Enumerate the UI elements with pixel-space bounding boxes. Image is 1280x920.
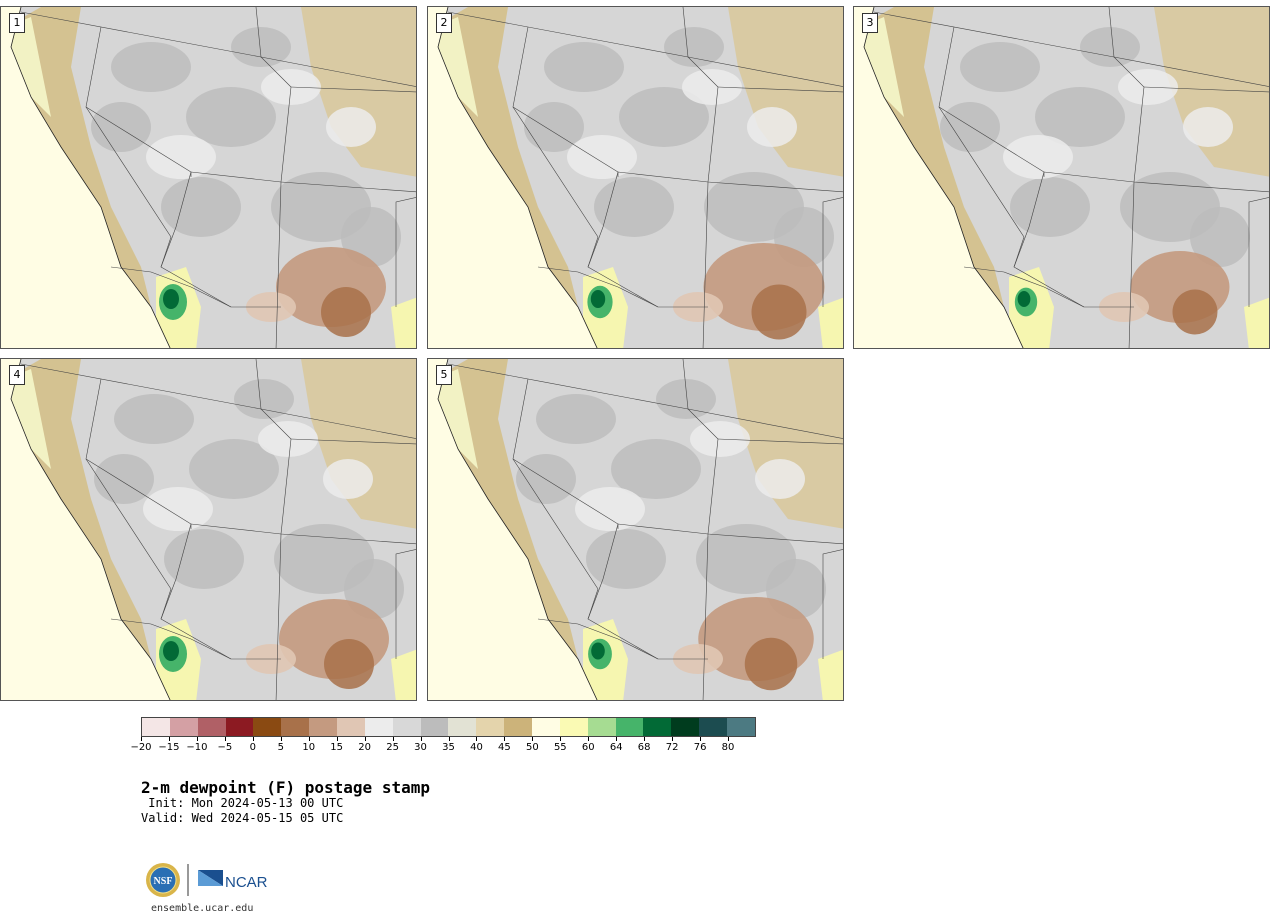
map-image-5: [428, 359, 843, 700]
figure-title: 2-m dewpoint (F) postage stamp: [141, 778, 430, 797]
colorbar-swatch: [309, 718, 338, 736]
colorbar-swatch: [643, 718, 672, 736]
colorbar-tick-label: 72: [665, 742, 679, 753]
map-panel-3: 3: [853, 6, 1270, 349]
colorbar-tick: [392, 737, 394, 741]
colorbar-swatch: [253, 718, 282, 736]
colorbar-swatch: [615, 718, 644, 736]
nsf-logo: NSF: [146, 863, 180, 897]
colorbar-tick: [700, 737, 702, 741]
logos: NSF NCAR: [146, 863, 268, 897]
colorbar-tick: [616, 737, 618, 741]
colorbar-tick-label: 0: [249, 742, 256, 753]
colorbar-tick-label: 64: [609, 742, 623, 753]
colorbar-swatch: [727, 718, 755, 736]
colorbar-tick: [504, 737, 506, 741]
colorbar-tick-label: −5: [217, 742, 233, 753]
colorbar-tick-label: 55: [553, 742, 567, 753]
colorbar-tick-label: 40: [470, 742, 483, 753]
colorbar-swatch: [559, 718, 588, 736]
colorbar-swatch: [671, 718, 700, 736]
colorbar-swatch: [197, 718, 226, 736]
colorbar-tick: [420, 737, 422, 741]
colorbar-tick-label: 15: [330, 742, 344, 753]
colorbar-swatch: [225, 718, 254, 736]
colorbar-tick-label: 25: [386, 742, 399, 753]
colorbar-tick: [364, 737, 366, 741]
colorbar-tick-label: 10: [302, 742, 316, 753]
colorbar-tick-label: 60: [581, 742, 595, 753]
colorbar-tick: [672, 737, 674, 741]
colorbar-swatch: [281, 718, 310, 736]
colorbar-tick: [644, 737, 646, 741]
panel-number-3: 3: [862, 13, 878, 33]
colorbar-swatch: [364, 718, 393, 736]
colorbar-swatch: [504, 718, 533, 736]
map-image-2: [428, 7, 843, 348]
colorbar-tick-label: 45: [498, 742, 511, 753]
colorbar-tick-label: −15: [158, 742, 180, 753]
valid-time: Valid: Wed 2024-05-15 05 UTC: [141, 811, 344, 825]
map-panel-2: 2: [427, 6, 844, 349]
map-image-3: [854, 7, 1269, 348]
colorbar-tick: [336, 737, 338, 741]
colorbar-swatch: [420, 718, 449, 736]
colorbar-tick: [280, 737, 282, 741]
map-panel-5: 5: [427, 358, 844, 701]
colorbar-tick: [141, 737, 142, 741]
colorbar-tick-label: 20: [358, 742, 371, 753]
colorbar-swatch: [392, 718, 421, 736]
panel-number-5: 5: [436, 365, 452, 385]
colorbar-tick-label: 50: [525, 742, 539, 753]
colorbar-tick: [252, 737, 254, 741]
colorbar-tick: [224, 737, 226, 741]
colorbar-tick-label: 80: [721, 742, 735, 753]
colorbar-tick: [588, 737, 590, 741]
colorbar-swatch: [587, 718, 616, 736]
colorbar-tick-label: 76: [693, 742, 707, 753]
colorbar-tick: [728, 737, 730, 741]
colorbar-tick-label: 5: [277, 742, 284, 753]
colorbar-tick: [560, 737, 562, 741]
init-time: Init: Mon 2024-05-13 00 UTC: [141, 796, 344, 810]
colorbar-swatch: [337, 718, 365, 736]
colorbar-labels: −20 −15 −10 −5 0 5 10 15 20 25 30 35 40 45 50 55 60 64 68 7…: [0, 742, 780, 756]
colorbar-swatch: [699, 718, 728, 736]
map-panel-4: 4: [0, 358, 417, 701]
colorbar-swatch: [448, 718, 477, 736]
panel-number-1: 1: [9, 13, 25, 33]
colorbar-tick: [168, 737, 170, 741]
panel-number-2: 2: [436, 13, 452, 33]
map-panel-1: 1: [0, 6, 417, 349]
colorbar-swatch: [532, 718, 560, 736]
colorbar-swatch: [169, 718, 198, 736]
colorbar-tick-label: −20: [130, 742, 152, 753]
map-image-4: [1, 359, 416, 700]
colorbar: [141, 717, 756, 737]
colorbar-swatch: [476, 718, 505, 736]
colorbar-tick: [532, 737, 534, 741]
colorbar-tick: [308, 737, 310, 741]
colorbar-tick: [448, 737, 450, 741]
ncar-logo: NCAR: [198, 870, 268, 891]
colorbar-tick-label: −10: [186, 742, 208, 753]
colorbar-ticks: [141, 737, 756, 742]
website-url: ensemble.ucar.edu: [151, 903, 254, 914]
nsf-logo-text: NSF: [154, 876, 173, 887]
map-image-1: [1, 7, 416, 348]
colorbar-tick-label: 68: [637, 742, 651, 753]
colorbar-tick: [476, 737, 478, 741]
colorbar-tick: [196, 737, 198, 741]
panel-number-4: 4: [9, 365, 25, 385]
colorbar-swatch: [142, 718, 170, 736]
colorbar-tick-label: 35: [442, 742, 455, 753]
colorbar-tick-label: 30: [414, 742, 427, 753]
ncar-logo-text: NCAR: [225, 874, 268, 891]
